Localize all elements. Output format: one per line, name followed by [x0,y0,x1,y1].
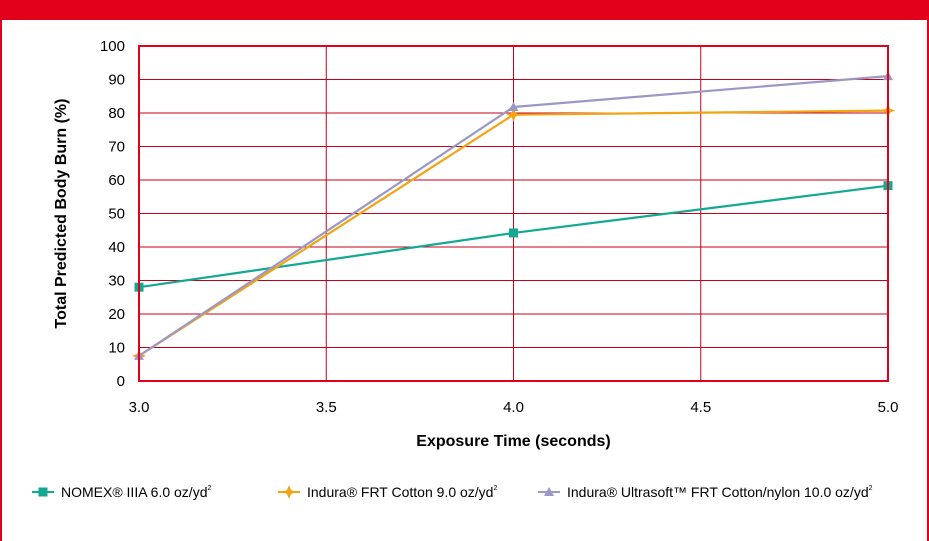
y-tick-label: 40 [108,239,125,256]
legend-label: Indura® FRT Cotton 9.0 oz/yd2 [307,484,497,500]
x-tick-labels: 3.0 3.5 4.0 4.5 5.0 [129,399,899,416]
y-tick-label: 20 [108,306,125,323]
y-tick-label: 60 [108,172,125,189]
y-tick-label: 80 [108,105,125,122]
y-tick-label: 90 [108,72,125,89]
x-tick-label: 4.0 [503,399,524,416]
y-tick-label: 70 [108,139,125,156]
y-axis-label: Total Predicted Body Burn (%) [53,99,70,329]
y-tick-labels: 0 10 20 30 40 50 60 70 80 90 100 [100,38,125,390]
legend-item: NOMEX® IIIA 6.0 oz/yd2 [32,484,211,500]
grid-lines [139,46,888,381]
x-axis-label: Exposure Time (seconds) [416,433,610,450]
legend-marker [282,485,296,499]
y-tick-label: 0 [117,373,125,390]
y-tick-label: 50 [108,206,125,223]
y-tick-label: 10 [108,340,125,357]
y-tick-label: 100 [100,38,125,55]
x-tick-label: 3.0 [129,399,150,416]
x-tick-label: 4.5 [690,399,711,416]
legend-item: Indura® FRT Cotton 9.0 oz/yd2 [278,484,497,500]
x-tick-label: 5.0 [878,399,899,416]
data-point-marker [509,228,518,237]
legend-marker [39,488,48,497]
legend: NOMEX® IIIA 6.0 oz/yd2 Indura® FRT Cotton… [32,484,873,500]
legend-label: NOMEX® IIIA 6.0 oz/yd2 [61,484,211,500]
legend-label: Indura® Ultrasoft™ FRT Cotton/nylon 10.0… [567,484,873,500]
x-tick-label: 3.5 [316,399,337,416]
legend-item: Indura® Ultrasoft™ FRT Cotton/nylon 10.0… [538,484,873,500]
y-tick-label: 30 [108,273,125,290]
